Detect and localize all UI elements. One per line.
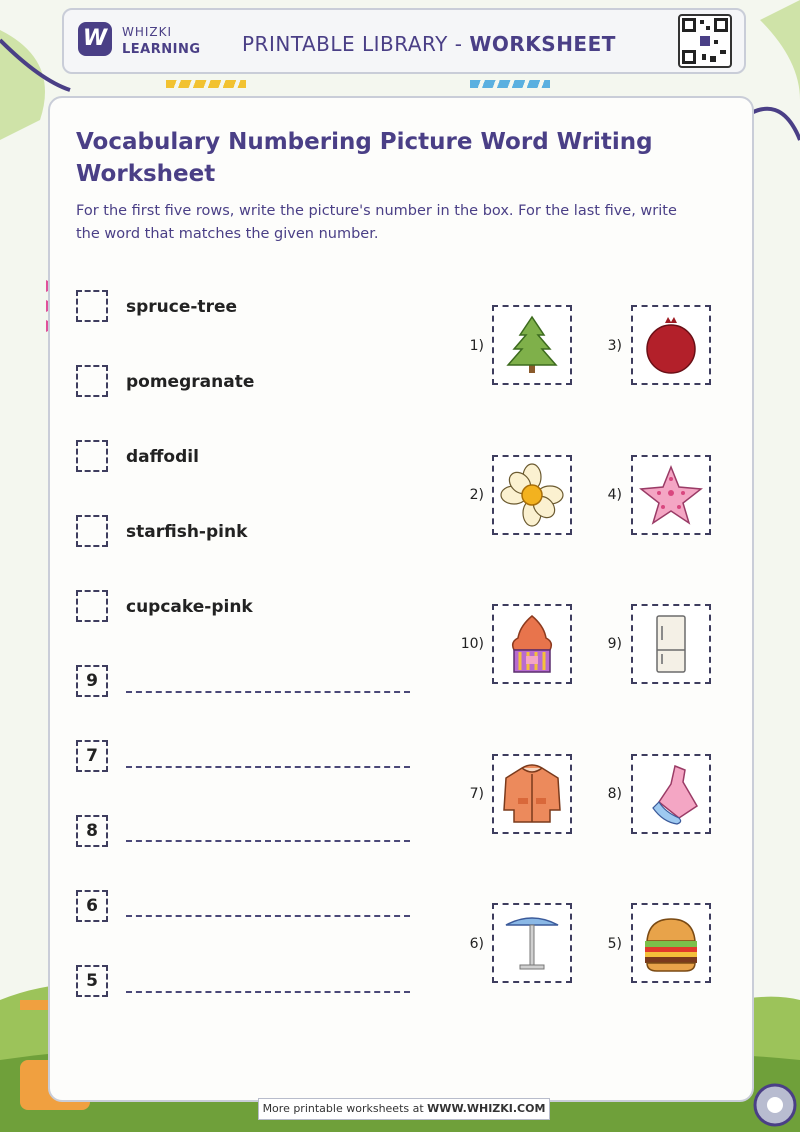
picture-label: 10) bbox=[460, 636, 484, 652]
answer-box[interactable] bbox=[76, 590, 108, 622]
vocab-word: spruce-tree bbox=[126, 297, 238, 317]
starfish-icon bbox=[639, 464, 703, 525]
picture-label: 2) bbox=[469, 487, 484, 503]
number-box: 9 bbox=[76, 665, 108, 697]
vocab-word: pomegranate bbox=[126, 372, 255, 392]
spruce-tree-icon bbox=[506, 315, 558, 373]
dress-icon bbox=[652, 764, 699, 825]
whizki-logo: W bbox=[78, 22, 112, 56]
blue-stripe-decoration bbox=[470, 80, 550, 88]
brand-subname: LEARNING bbox=[122, 42, 201, 57]
answer-box[interactable] bbox=[76, 365, 108, 397]
worksheet-title: Vocabulary Numbering Picture Word Writin… bbox=[76, 129, 653, 187]
picture-label: 7) bbox=[469, 786, 484, 802]
picture-label: 6) bbox=[469, 936, 484, 952]
qr-code-icon bbox=[678, 14, 732, 68]
picture-label: 9) bbox=[607, 636, 622, 652]
picture-card bbox=[492, 604, 572, 684]
refrigerator-icon bbox=[656, 615, 686, 673]
number-box: 5 bbox=[76, 965, 108, 997]
worksheet-instructions: For the first five rows, write the pictu… bbox=[76, 203, 677, 242]
burger-icon bbox=[645, 918, 697, 972]
daffodil-icon bbox=[500, 463, 564, 527]
picture-card bbox=[492, 754, 572, 834]
cupcake-icon bbox=[511, 615, 553, 673]
header-title: PRINTABLE LIBRARY - WORKSHEET bbox=[242, 32, 616, 56]
writing-line[interactable] bbox=[126, 691, 410, 693]
picture-label: 5) bbox=[607, 936, 622, 952]
picture-card bbox=[631, 903, 711, 983]
picture-card bbox=[631, 305, 711, 385]
picture-card bbox=[631, 455, 711, 535]
yellow-stripe-decoration bbox=[166, 80, 246, 88]
picture-label: 3) bbox=[607, 338, 622, 354]
picture-card bbox=[492, 903, 572, 983]
pomegranate-icon bbox=[646, 317, 696, 374]
writing-line[interactable] bbox=[126, 991, 410, 993]
writing-line[interactable] bbox=[126, 915, 410, 917]
picture-label: 4) bbox=[607, 487, 622, 503]
answer-box[interactable] bbox=[76, 290, 108, 322]
number-box: 6 bbox=[76, 890, 108, 922]
writing-line[interactable] bbox=[126, 766, 410, 768]
jacket-icon bbox=[503, 764, 561, 823]
vocab-word: daffodil bbox=[126, 447, 199, 467]
number-box: 7 bbox=[76, 740, 108, 772]
footer-link[interactable]: More printable worksheets at WWW.WHIZKI.… bbox=[258, 1098, 550, 1120]
picture-card bbox=[492, 305, 572, 385]
picture-card bbox=[492, 455, 572, 535]
picture-card bbox=[631, 754, 711, 834]
picture-card bbox=[631, 604, 711, 684]
answer-box[interactable] bbox=[76, 515, 108, 547]
patio-table-icon bbox=[505, 917, 559, 970]
vocab-word: starfish-pink bbox=[126, 522, 248, 542]
brand-name: WHIZKI bbox=[122, 25, 173, 39]
header-bar: W WHIZKI LEARNING PRINTABLE LIBRARY - WO… bbox=[62, 8, 746, 74]
picture-label: 8) bbox=[607, 786, 622, 802]
writing-line[interactable] bbox=[126, 840, 410, 842]
number-box: 8 bbox=[76, 815, 108, 847]
picture-label: 1) bbox=[469, 338, 484, 354]
vocab-word: cupcake-pink bbox=[126, 597, 253, 617]
answer-box[interactable] bbox=[76, 440, 108, 472]
